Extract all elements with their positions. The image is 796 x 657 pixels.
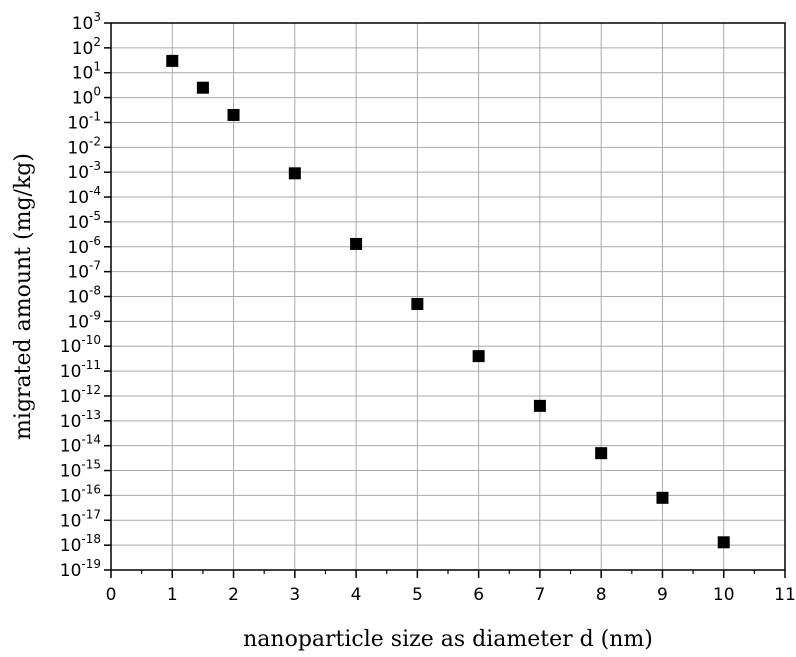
y-tick-label: 10-12 bbox=[60, 383, 101, 407]
data-point bbox=[166, 54, 179, 67]
y-tick-label: 10-5 bbox=[67, 209, 101, 233]
data-point bbox=[411, 297, 424, 310]
y-tick-label: 10-3 bbox=[67, 159, 101, 183]
data-point bbox=[656, 491, 669, 504]
grid bbox=[111, 23, 785, 570]
y-tick-label: 10-2 bbox=[67, 134, 101, 158]
x-tick-label: 10 bbox=[713, 585, 735, 605]
x-tick-label: 1 bbox=[167, 585, 178, 605]
y-tick-label: 10-4 bbox=[67, 184, 101, 208]
y-tick-label: 10-14 bbox=[60, 433, 101, 457]
data-point bbox=[288, 167, 301, 180]
x-tick-label: 11 bbox=[774, 585, 796, 605]
y-tick-label: 10-17 bbox=[60, 507, 101, 531]
y-tick-label: 10-7 bbox=[67, 259, 101, 283]
data-point bbox=[196, 81, 209, 94]
data-point bbox=[350, 237, 363, 250]
y-tick-label: 10-8 bbox=[67, 284, 101, 308]
y-tick-label: 10-16 bbox=[60, 482, 101, 506]
y-tick-label: 100 bbox=[72, 85, 101, 109]
y-tick-label: 10-19 bbox=[60, 557, 101, 581]
y-tick-label: 10-13 bbox=[60, 408, 101, 432]
data-points bbox=[166, 54, 730, 549]
x-tick-label: 7 bbox=[534, 585, 545, 605]
data-point bbox=[533, 399, 546, 412]
y-tick-label: 10-18 bbox=[60, 532, 101, 556]
data-point bbox=[717, 536, 730, 549]
y-axis-title: migrated amount (mg/kg) bbox=[11, 153, 36, 440]
x-tick-label: 2 bbox=[228, 585, 239, 605]
x-axis-ticks: 0 1 2 3 4 5 6 7 8 9 10 11 bbox=[106, 570, 796, 605]
x-tick-label: 4 bbox=[351, 585, 362, 605]
y-axis-ticks: 10-1910-1810-1710-1610-1510-1410-1310-12… bbox=[60, 10, 111, 581]
y-tick-label: 103 bbox=[72, 10, 101, 34]
x-tick-label: 3 bbox=[289, 585, 300, 605]
y-tick-label: 10-11 bbox=[60, 358, 101, 382]
x-tick-label: 0 bbox=[106, 585, 117, 605]
x-tick-label: 9 bbox=[657, 585, 668, 605]
y-tick-label: 101 bbox=[72, 60, 101, 84]
y-tick-label: 10-6 bbox=[67, 234, 101, 258]
x-tick-label: 5 bbox=[412, 585, 423, 605]
y-tick-label: 10-1 bbox=[67, 109, 101, 133]
data-point bbox=[472, 350, 485, 363]
y-tick-label: 102 bbox=[72, 35, 101, 59]
data-point bbox=[227, 108, 240, 121]
x-tick-label: 8 bbox=[596, 585, 607, 605]
y-tick-label: 10-10 bbox=[60, 333, 101, 357]
data-point bbox=[595, 447, 608, 460]
y-tick-label: 10-9 bbox=[67, 308, 101, 332]
x-axis-title: nanoparticle size as diameter d (nm) bbox=[243, 627, 653, 652]
y-tick-label: 10-15 bbox=[60, 458, 101, 482]
x-tick-label: 6 bbox=[473, 585, 484, 605]
